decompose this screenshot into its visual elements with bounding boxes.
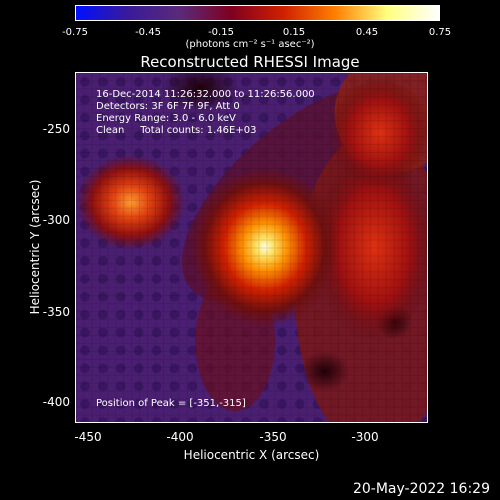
time-range-label: 16-Dec-2014 11:26:32.000 to 11:26:56.000 xyxy=(96,89,315,100)
x-axis-label: Heliocentric X (arcsec) xyxy=(183,448,320,462)
colorbar-tick: -0.45 xyxy=(135,27,161,38)
colorbar xyxy=(75,5,440,21)
colorbar-units: (photons cm⁻² s⁻¹ asec⁻²) xyxy=(185,39,315,50)
detectors-label: Detectors: 3F 6F 7F 9F, Att 0 xyxy=(96,101,240,112)
colorbar-tick: -0.75 xyxy=(62,27,88,38)
x-tick: -350 xyxy=(259,430,287,444)
y-tick: -350 xyxy=(42,305,70,319)
x-tick: -450 xyxy=(74,430,102,444)
y-axis-label: Heliocentric Y (arcsec) xyxy=(28,179,42,315)
x-tick: -400 xyxy=(166,430,194,444)
footer-date: 20-May-2022 16:29 xyxy=(352,481,490,497)
colorbar-tick: 0.75 xyxy=(428,27,452,38)
peak-position-label: Position of Peak = [-351,-315] xyxy=(96,398,246,409)
energy-range-label: Energy Range: 3.0 - 6.0 keV xyxy=(96,113,236,124)
image-frame: 16-Dec-2014 11:26:32.000 to 11:26:56.000… xyxy=(75,72,428,423)
counts-label: Clean Total counts: 1.46E+03 xyxy=(96,125,257,136)
colorbar-tick: -0.15 xyxy=(208,27,234,38)
y-tick: -400 xyxy=(42,395,70,409)
colorbar-tick: 0.45 xyxy=(355,27,379,38)
y-tick: -300 xyxy=(42,213,70,227)
x-tick: -300 xyxy=(351,430,379,444)
reconstructed-image xyxy=(76,73,427,422)
image-title: Reconstructed RHESSI Image xyxy=(140,53,360,71)
y-tick: -250 xyxy=(42,122,70,136)
colorbar-tick: 0.15 xyxy=(282,27,306,38)
